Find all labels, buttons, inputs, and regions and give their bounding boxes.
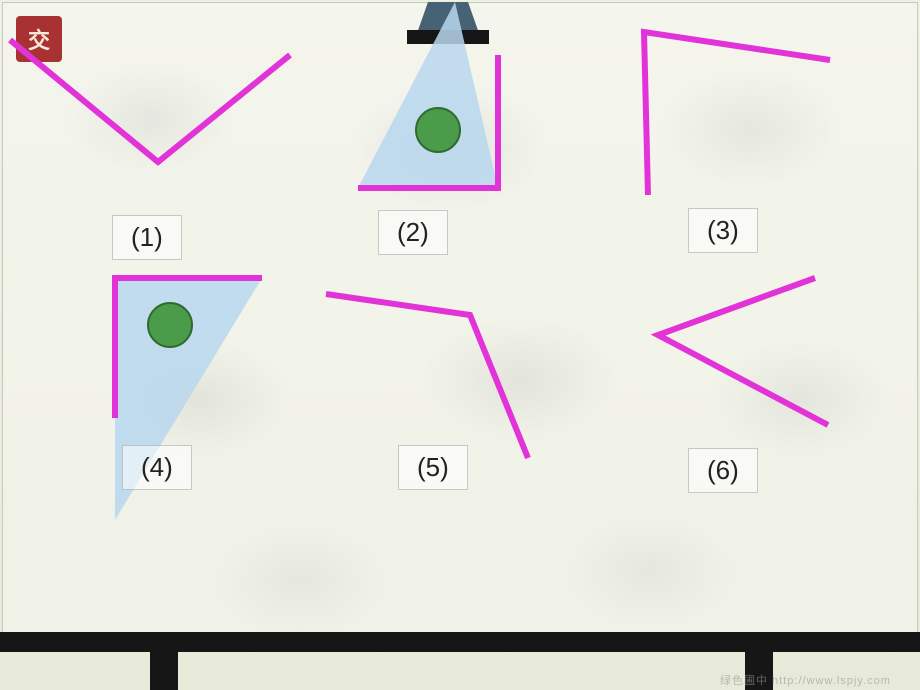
label-3-text: (3) bbox=[707, 215, 739, 245]
watermark-content: 绿色圃中 http://www.lspjy.com bbox=[720, 675, 891, 687]
label-1: (1) bbox=[112, 215, 182, 260]
label-5: (5) bbox=[398, 445, 468, 490]
label-2: (2) bbox=[378, 210, 448, 255]
label-2-text: (2) bbox=[397, 217, 429, 247]
easel-leg-left bbox=[150, 650, 178, 690]
label-4-text: (4) bbox=[141, 452, 173, 482]
label-4: (4) bbox=[122, 445, 192, 490]
easel-bar bbox=[0, 632, 920, 652]
label-6: (6) bbox=[688, 448, 758, 493]
canvas-panel bbox=[2, 2, 918, 638]
logo-glyph: 交 bbox=[28, 23, 50, 55]
publisher-logo: 交 bbox=[16, 16, 62, 62]
label-6-text: (6) bbox=[707, 455, 739, 485]
label-5-text: (5) bbox=[417, 452, 449, 482]
label-3: (3) bbox=[688, 208, 758, 253]
watermark-text: 绿色圃中 http://www.lspjy.com bbox=[720, 672, 891, 688]
label-1-text: (1) bbox=[131, 222, 163, 252]
